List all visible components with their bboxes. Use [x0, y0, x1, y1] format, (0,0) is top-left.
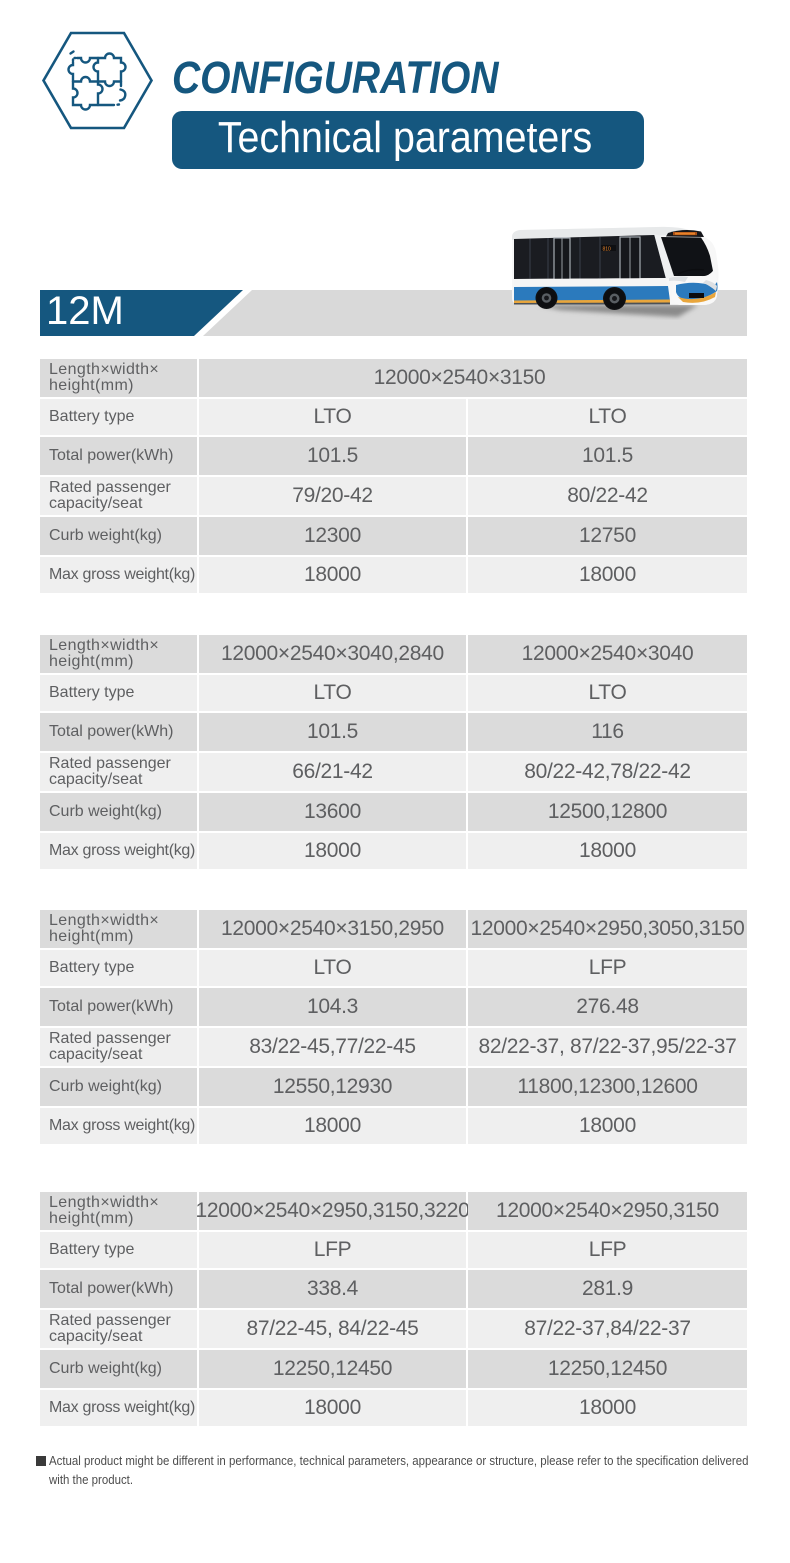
- svg-text:810: 810: [603, 246, 612, 252]
